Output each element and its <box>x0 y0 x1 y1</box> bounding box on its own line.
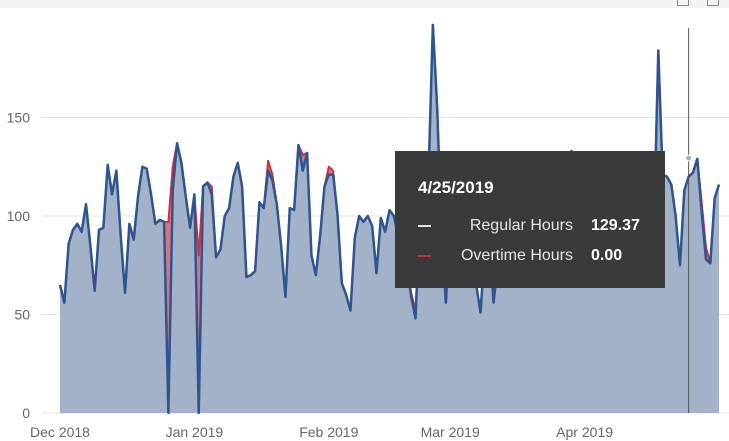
tooltip-label-overtime: Overtime Hours <box>460 247 573 264</box>
hover-point <box>685 154 693 162</box>
x-tick-label: Jan 2019 <box>166 424 224 440</box>
tooltip-value-overtime: 0.00 <box>591 247 623 264</box>
visual-header-icons <box>677 0 719 6</box>
x-tick-label: Dec 2018 <box>30 424 90 440</box>
chart-tooltip: 4/25/2019 Regular Hours 129.37 Overtime … <box>395 151 665 288</box>
tooltip-date: 4/25/2019 <box>418 178 494 197</box>
x-tick-label: Mar 2019 <box>421 424 480 440</box>
regular-swatch <box>418 225 431 227</box>
focus-mode-icon[interactable] <box>707 0 719 6</box>
y-tick-label: 100 <box>7 208 31 224</box>
visual-header-bar <box>0 0 729 8</box>
tooltip-value-regular: 129.37 <box>591 217 640 234</box>
y-tick-label: 0 <box>22 405 30 421</box>
tooltip-row-regular: Regular Hours 129.37 <box>418 211 665 241</box>
y-tick-label: 150 <box>7 110 31 126</box>
tooltip-row-overtime: Overtime Hours 0.00 <box>418 241 665 271</box>
filter-icon[interactable] <box>677 0 689 6</box>
x-tick-label: Apr 2019 <box>556 424 613 440</box>
regular-hours-area <box>60 24 719 413</box>
x-tick-label: Feb 2019 <box>299 424 358 440</box>
overtime-swatch <box>418 255 431 257</box>
y-tick-label: 50 <box>14 307 30 323</box>
tooltip-label-regular: Regular Hours <box>469 217 573 234</box>
